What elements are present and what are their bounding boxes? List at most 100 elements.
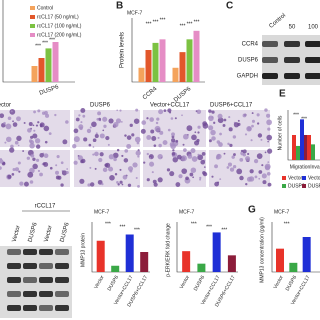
cell-stain xyxy=(95,132,98,135)
cell-stain xyxy=(197,154,204,161)
cell-stain xyxy=(197,125,201,129)
band xyxy=(23,263,37,269)
bar xyxy=(159,39,166,82)
cell-stain xyxy=(176,154,182,160)
bar xyxy=(125,234,134,272)
lane-label: DUSP6 xyxy=(60,221,71,243)
cell-stain xyxy=(227,142,230,146)
band xyxy=(23,291,37,297)
bar xyxy=(52,42,59,82)
x-label: Vector xyxy=(273,274,285,290)
blot-header: rCCL17 xyxy=(35,204,56,210)
cell-stain xyxy=(167,108,172,113)
cell-stain xyxy=(197,153,200,156)
cell-stain xyxy=(121,154,124,158)
bar xyxy=(31,66,38,82)
cell-stain xyxy=(34,138,41,144)
cell-stain xyxy=(126,135,132,140)
significance: *** xyxy=(153,19,159,25)
cell-stain xyxy=(158,109,164,115)
cell-stain xyxy=(126,143,132,149)
bar xyxy=(300,119,304,160)
cell-stain xyxy=(267,148,273,154)
cell-stain xyxy=(99,152,104,157)
cell-stain xyxy=(129,123,133,127)
cell-stain xyxy=(202,171,208,177)
cell-stain xyxy=(233,153,236,156)
cell-stain xyxy=(0,158,3,161)
cell-stain xyxy=(217,113,223,119)
y-label: MMP13 protein xyxy=(80,233,86,267)
cell-stain xyxy=(185,176,189,181)
cell-stain xyxy=(186,125,193,132)
band xyxy=(55,305,69,311)
cell-stain xyxy=(137,155,140,158)
bar xyxy=(193,30,200,82)
significance: *** xyxy=(180,23,186,29)
cell-stain xyxy=(247,126,252,131)
x-label: DUSP6 xyxy=(285,274,299,292)
cell-stain xyxy=(167,128,171,132)
cell-stain xyxy=(146,178,150,182)
cell-stain xyxy=(211,110,215,114)
cell-stain xyxy=(131,133,135,137)
cell-stain xyxy=(98,157,103,163)
cell-stain xyxy=(228,127,233,132)
cell-stain xyxy=(257,133,263,138)
cell-stain xyxy=(150,129,155,134)
cell-stain xyxy=(7,116,12,121)
cell-stain xyxy=(113,157,117,162)
cell-stain xyxy=(136,141,140,145)
cell-stain xyxy=(91,121,97,128)
cell-stain xyxy=(102,116,108,122)
significance: *** xyxy=(301,116,307,122)
cell-stain xyxy=(175,139,179,143)
cell-stain xyxy=(199,176,202,179)
subtitle: MCF-7 xyxy=(94,209,109,215)
cell-stain xyxy=(124,149,129,153)
cell-stain xyxy=(182,143,185,146)
cell-stain xyxy=(229,143,233,148)
y-label: Protein levels xyxy=(120,32,126,68)
cell-stain xyxy=(191,156,198,162)
cell-stain xyxy=(208,139,212,143)
cell-stain xyxy=(16,116,21,122)
cell-stain xyxy=(159,130,164,135)
cell-stain xyxy=(203,166,206,168)
cell-stain xyxy=(43,125,50,132)
y-label: p-ERK/ERK fold change xyxy=(165,223,171,277)
cell-stain xyxy=(222,124,226,127)
cell-stain xyxy=(54,113,57,117)
cell-stain xyxy=(37,121,40,124)
cell-stain xyxy=(146,152,150,156)
cell-stain xyxy=(256,153,263,159)
cell-stain xyxy=(37,109,41,113)
cell-stain xyxy=(60,161,64,165)
cell-stain xyxy=(35,144,41,149)
cell-stain xyxy=(40,125,43,128)
significance: *** xyxy=(134,227,140,233)
cell-stain xyxy=(242,113,247,118)
cell-stain xyxy=(181,168,188,175)
cell-stain xyxy=(149,157,152,160)
bar xyxy=(186,39,193,82)
band xyxy=(305,57,320,63)
band xyxy=(55,249,69,255)
cell-stain xyxy=(92,153,95,156)
cell-stain xyxy=(29,180,34,184)
cell-stain xyxy=(246,176,252,182)
cell-stain xyxy=(258,177,261,180)
cell-stain xyxy=(262,180,267,185)
cell-stain xyxy=(94,134,99,139)
legend-label: DUSP6 xyxy=(288,183,305,189)
band xyxy=(305,41,320,47)
band xyxy=(23,249,37,255)
cell-stain xyxy=(94,151,99,157)
x-label: DUSP6 xyxy=(107,274,121,292)
cell-stain xyxy=(79,178,85,184)
cell-stain xyxy=(9,147,15,153)
bar xyxy=(307,135,311,160)
cell-stain xyxy=(99,133,105,139)
cell-stain xyxy=(162,140,168,146)
